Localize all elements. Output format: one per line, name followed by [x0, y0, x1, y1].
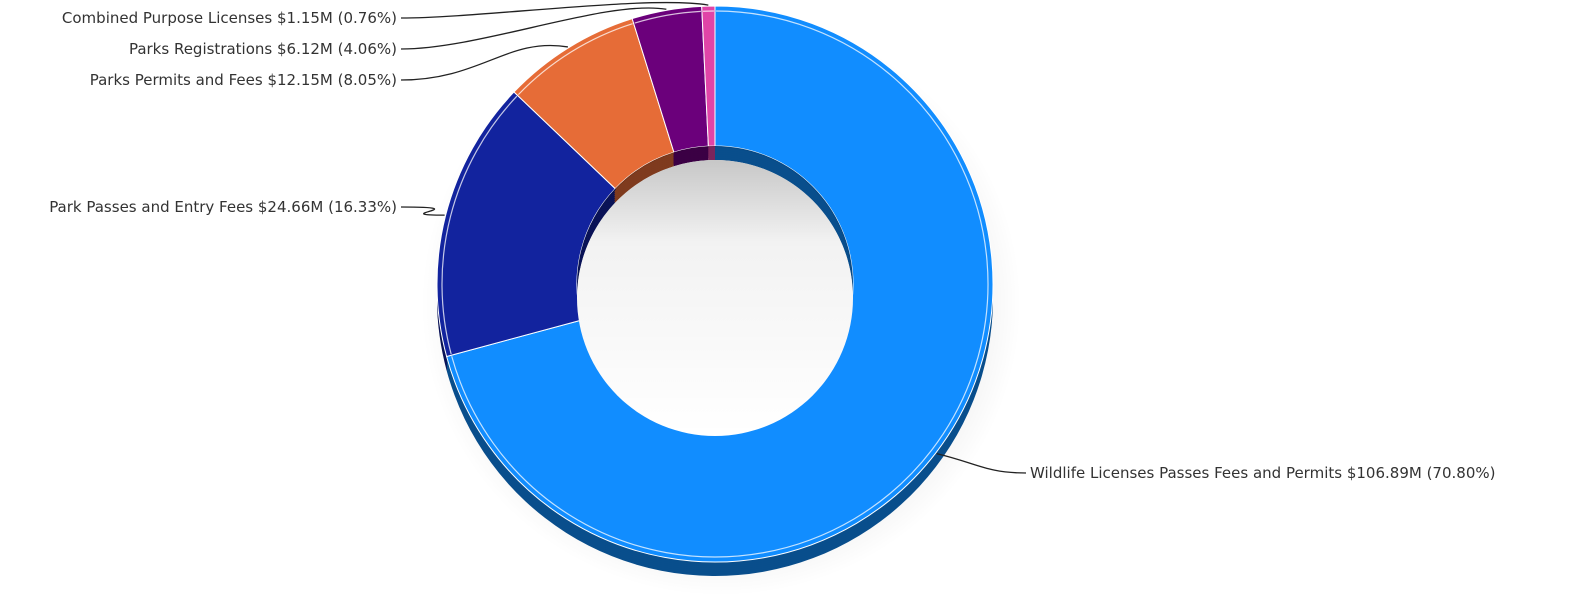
- leader-line-parks-permits-and-fees: [400, 44, 568, 81]
- slice-inner-wall-park-passes-and-entry-fees: [577, 188, 616, 320]
- data-label-parks-permits-and-fees: Parks Permits and Fees $12.15M (8.05%): [90, 71, 397, 89]
- slice-inner-wall-parks-registrations: [673, 146, 709, 154]
- data-label-park-passes-and-entry-fees: Park Passes and Entry Fees $24.66M (16.3…: [49, 198, 397, 216]
- data-label-wildlife-licenses-passes-fees-and-permits: Wildlife Licenses Passes Fees and Permit…: [1030, 464, 1495, 482]
- slice-highlight-parks-permits-and-fees: [517, 23, 633, 96]
- leader-line-park-passes-and-entry-fees: [400, 206, 445, 216]
- data-label-combined-purpose-licenses: Combined Purpose Licenses $1.15M (0.76%): [62, 9, 397, 27]
- data-label-parks-registrations: Parks Registrations $6.12M (4.06%): [129, 40, 397, 58]
- slice-highlight-wildlife-licenses-passes-fees-and-permits: [451, 10, 989, 558]
- slice-highlight-parks-registrations: [634, 10, 701, 24]
- slice-inner-wall-combined-purpose-licenses: [708, 146, 715, 148]
- slice-park-passes-and-entry-fees[interactable]: [436, 91, 616, 358]
- leader-line-combined-purpose-licenses: [400, 1, 709, 19]
- leader-line-wildlife-licenses-passes-fees-and-permits: [936, 452, 1027, 474]
- leader-line-parks-registrations: [400, 7, 667, 50]
- slice-highlight-park-passes-and-entry-fees: [441, 95, 518, 355]
- donut-hole-shade: [577, 160, 853, 436]
